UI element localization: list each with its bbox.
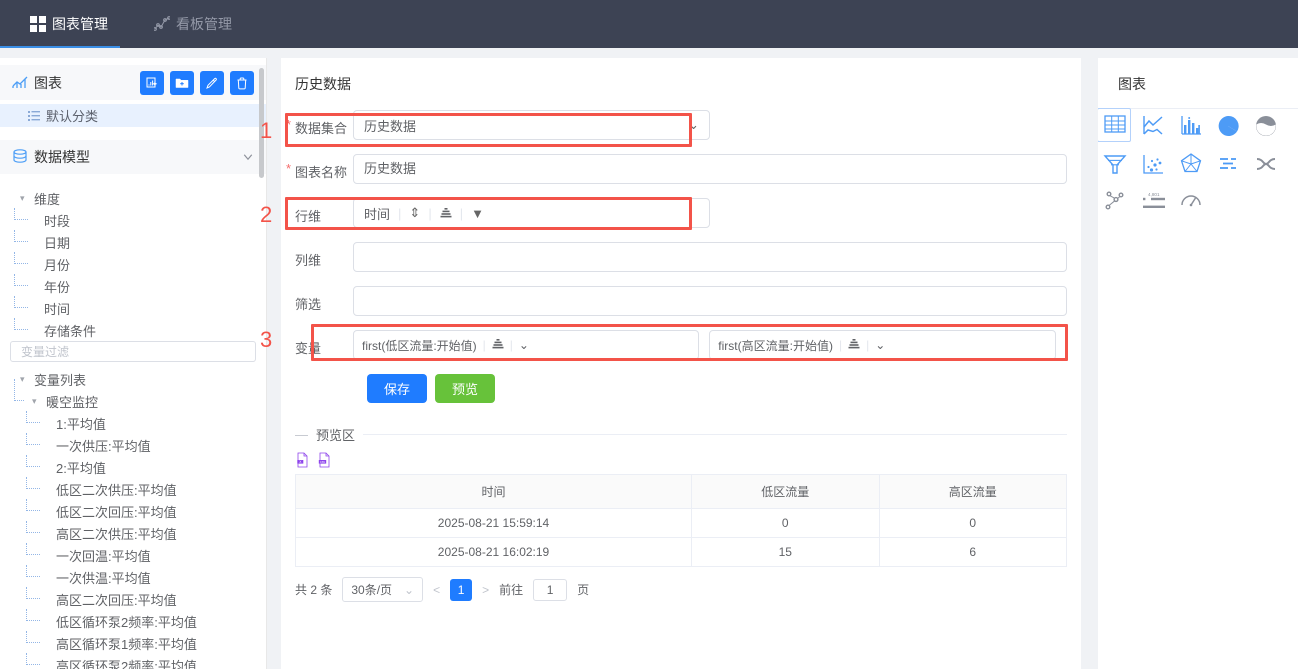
svg-text:CSV: CSV (320, 460, 326, 464)
svg-text:4,801: 4,801 (1148, 192, 1160, 197)
